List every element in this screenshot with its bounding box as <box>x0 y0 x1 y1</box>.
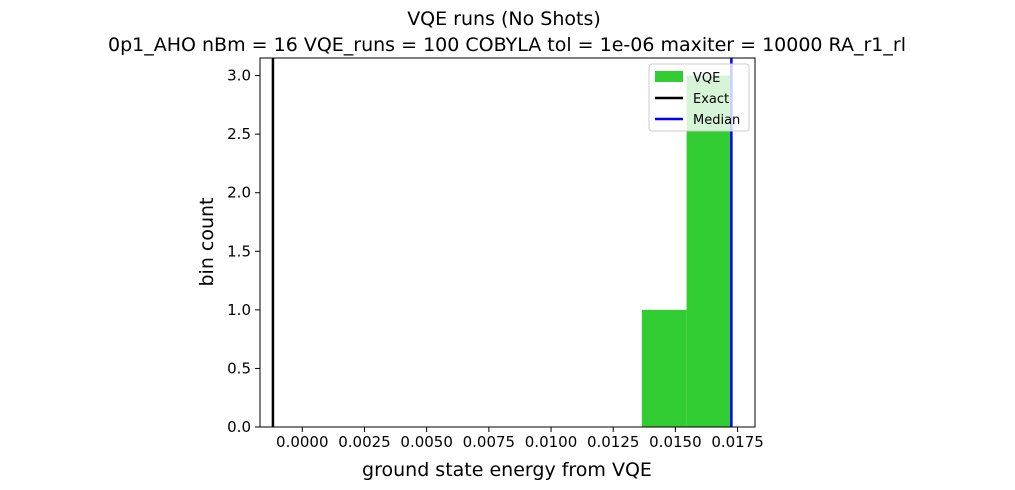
chart-subtitle: 0p1_AHO nBm = 16 VQE_runs = 100 COBYLA t… <box>108 34 906 56</box>
legend-label-median: Median <box>693 113 740 128</box>
y-tick-label: 1.5 <box>227 242 251 260</box>
x-tick-label: 0.0150 <box>649 433 702 451</box>
y-tick-label: 2.0 <box>227 184 251 202</box>
y-tick-label: 3.0 <box>227 67 251 85</box>
x-axis-ticks: 0.0000 0.0025 0.0050 0.0075 0.0100 0.0125 0.01… <box>276 427 764 451</box>
legend-swatch-vqe <box>655 71 683 82</box>
x-tick-label: 0.0025 <box>338 433 391 451</box>
x-tick-label: 0.0000 <box>276 433 329 451</box>
x-axis-label: ground state energy from VQE <box>362 459 652 481</box>
y-tick-label: 1.0 <box>227 301 251 319</box>
y-tick-label: 0.0 <box>227 418 251 436</box>
histogram-bars <box>641 75 732 428</box>
y-axis-ticks: 0.0 0.5 1.0 1.5 2.0 2.5 3.0 <box>227 67 260 436</box>
chart-title: VQE runs (No Shots) <box>407 8 601 30</box>
x-tick-label: 0.0175 <box>711 433 764 451</box>
x-tick-label: 0.0075 <box>463 433 516 451</box>
legend-label-vqe: VQE <box>693 71 720 86</box>
histogram-bar-0 <box>641 309 687 427</box>
legend: VQE Exact Median <box>648 63 750 132</box>
y-axis-label: bin count <box>196 197 218 286</box>
histogram-bar-1 <box>686 75 732 428</box>
x-tick-label: 0.0125 <box>587 433 640 451</box>
y-tick-label: 2.5 <box>227 125 251 143</box>
x-tick-label: 0.0100 <box>525 433 578 451</box>
y-tick-label: 0.5 <box>227 359 251 377</box>
legend-label-exact: Exact <box>693 92 729 107</box>
x-tick-label: 0.0050 <box>400 433 453 451</box>
plot-frame <box>259 57 756 428</box>
